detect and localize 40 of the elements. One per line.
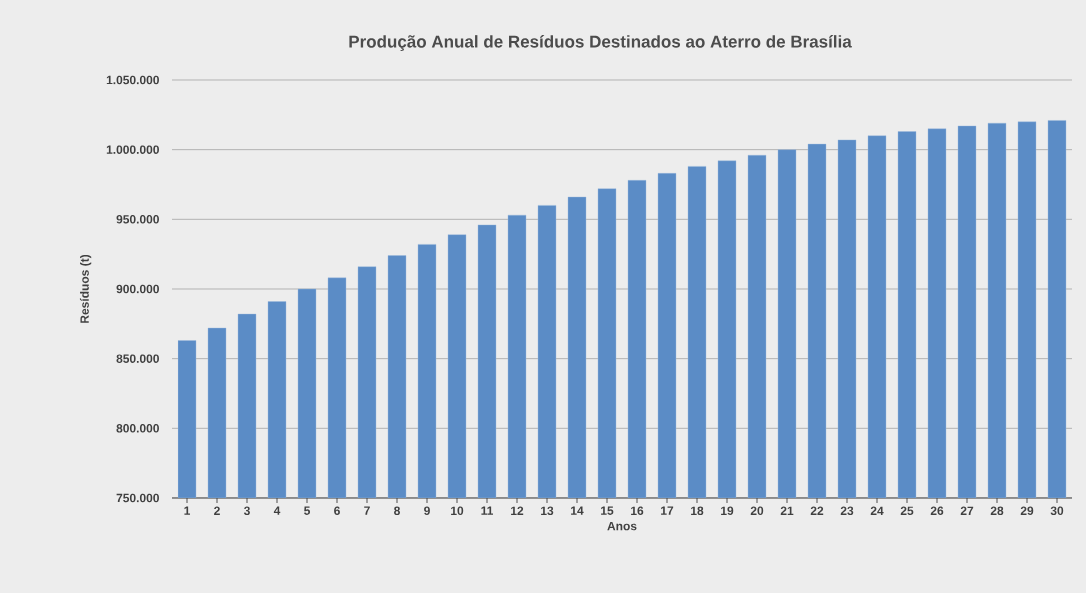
- x-tick-label: 5: [304, 506, 311, 515]
- y-tick-label: 800.000: [116, 424, 159, 433]
- x-tick-label: 9: [424, 506, 430, 516]
- x-tick-label: 17: [661, 506, 674, 515]
- x-tick-label: 6: [334, 506, 340, 516]
- x-tick-label: 20: [750, 506, 764, 516]
- x-tick-label: 13: [541, 506, 554, 516]
- x-axis-title: Anos: [607, 521, 637, 531]
- y-tick-label: 1.000.000: [106, 145, 159, 154]
- y-tick-label: 750.000: [116, 493, 159, 503]
- x-tick-label: 18: [691, 506, 704, 516]
- y-tick-label: 850.000: [116, 354, 159, 363]
- x-tick-label: 7: [364, 506, 370, 515]
- x-tick-label: 25: [900, 506, 914, 516]
- x-tick-label: 26: [930, 506, 944, 516]
- y-tick-label: 1.050.000: [106, 75, 159, 85]
- y-tick-label: 900.000: [116, 284, 159, 294]
- x-tick-label: 12: [511, 506, 524, 515]
- x-tick-label: 22: [810, 506, 824, 515]
- y-tick-label: 950.000: [116, 215, 159, 224]
- x-tick-label: 2: [214, 506, 220, 515]
- x-tick-label: 10: [451, 506, 464, 516]
- chart-title: Produção Anual de Resíduos Destinados ao Aterro de Brasília: [349, 34, 852, 51]
- x-tick-label: 3: [243, 506, 250, 516]
- x-tick-label: 24: [870, 506, 884, 515]
- x-tick-label: 16: [631, 506, 644, 516]
- x-tick-label: 1: [184, 506, 191, 515]
- x-tick-label: 4: [273, 506, 281, 515]
- x-tick-label: 27: [960, 506, 974, 515]
- x-tick-label: 30: [1050, 506, 1064, 516]
- x-tick-label: 29: [1020, 506, 1034, 516]
- x-tick-label: 21: [780, 506, 794, 515]
- y-axis-title: Resíduos (t): [79, 254, 92, 323]
- x-tick-label: 14: [571, 506, 584, 515]
- x-tick-label: 11: [481, 506, 494, 515]
- x-tick-label: 28: [990, 506, 1004, 516]
- x-tick-label: 15: [601, 506, 614, 515]
- x-tick-label: 23: [840, 506, 854, 516]
- x-tick-label: 8: [394, 506, 400, 516]
- x-tick-label: 19: [721, 506, 734, 516]
